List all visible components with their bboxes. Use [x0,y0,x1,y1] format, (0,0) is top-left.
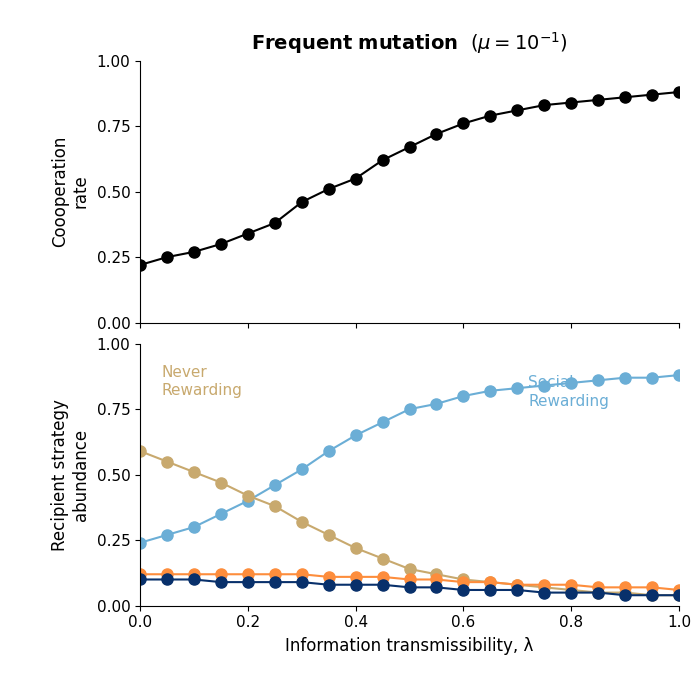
Text: Social
Rewarding: Social Rewarding [528,375,609,409]
X-axis label: Information transmissibility, λ: Information transmissibility, λ [286,637,533,656]
Y-axis label: Coooperation
rate: Coooperation rate [51,136,90,247]
Title: $\bf{Frequent\ mutation}$  $(\mu = 10^{-1})$: $\bf{Frequent\ mutation}$ $(\mu = 10^{-1… [251,30,568,56]
Text: Never
Rewarding: Never Rewarding [162,365,242,398]
Y-axis label: Recipient strategy
abundance: Recipient strategy abundance [51,398,90,551]
